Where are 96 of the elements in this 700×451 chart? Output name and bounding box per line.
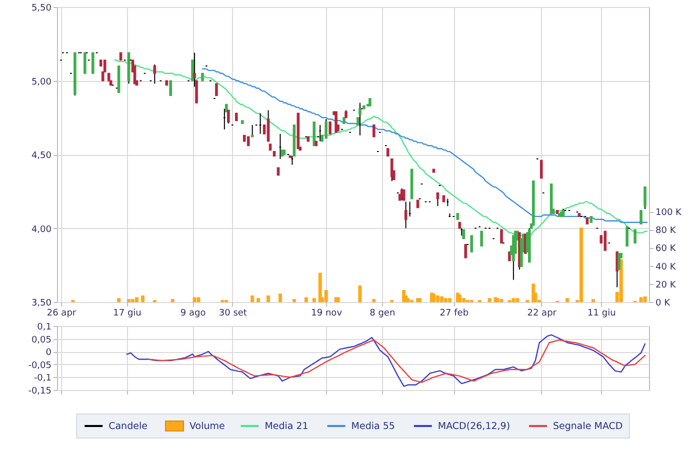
x-tick-label: 27 feb (440, 308, 469, 318)
y2-tick-label: 20 K (656, 280, 677, 290)
legend-label: Media 55 (351, 421, 395, 432)
x-tick-label: 30 set (218, 308, 248, 318)
candlestick (324, 118, 328, 139)
y-tick-label: -0,15 (28, 386, 52, 396)
bar (500, 299, 504, 302)
candlestick (644, 186, 646, 210)
candlestick (626, 226, 628, 246)
bar (462, 298, 466, 302)
bar (512, 298, 516, 302)
bar (170, 299, 174, 302)
y-tick-label: -0,1 (34, 374, 52, 384)
y-tick-label: -0,05 (28, 360, 52, 371)
y-tick-label: 3,50 (31, 298, 52, 308)
bar (318, 272, 322, 302)
candlestick (372, 124, 376, 138)
candlestick (470, 235, 473, 252)
y2-tick-label: 60 K (656, 244, 677, 254)
x-tick-label: 8 gen (370, 308, 396, 318)
candlestick (195, 80, 198, 104)
bar (448, 298, 452, 302)
bar (117, 298, 121, 302)
candlestick (402, 189, 406, 201)
bar (250, 295, 254, 302)
bar (134, 297, 138, 302)
candlestick (480, 230, 483, 246)
bar (436, 295, 440, 302)
candlestick (215, 83, 218, 96)
x-tick-label: 19 nov (311, 308, 343, 318)
candlestick (640, 210, 642, 224)
candlestick (227, 110, 230, 124)
bar (566, 298, 570, 302)
x-tick-label: 22 apr (527, 308, 557, 318)
line-series (126, 334, 646, 387)
bar (130, 299, 134, 302)
legend-label: Volume (190, 421, 225, 432)
bar (579, 228, 583, 302)
bar (372, 299, 376, 302)
candlestick (250, 124, 254, 138)
x-tick-label: 17 giu (113, 308, 142, 318)
candlestick (328, 122, 332, 134)
legend-label: Candele (108, 421, 148, 432)
y2-tick-label: 100 K (656, 208, 683, 218)
y-tick-label: 0,05 (31, 335, 52, 346)
candlestick (524, 234, 527, 254)
y2-tick-label: 40 K (656, 262, 677, 272)
bar (312, 298, 316, 302)
candlestick (618, 252, 620, 270)
bar (127, 299, 131, 302)
bar (304, 297, 308, 302)
y2-tick-label: 0 K (656, 298, 672, 308)
legend-label: Media 21 (264, 421, 308, 432)
bar (643, 296, 647, 302)
bar (516, 298, 520, 302)
candlestick (191, 60, 194, 82)
candlestick (634, 229, 636, 244)
candlestick (91, 52, 94, 74)
bar (292, 299, 296, 302)
bar (256, 298, 260, 302)
bar (488, 298, 492, 302)
x-tick-label: 26 apr (46, 308, 76, 318)
bar (619, 259, 623, 302)
line-series (148, 339, 646, 383)
y-tick-label: 4,50 (31, 151, 52, 161)
candlestick (404, 201, 408, 229)
y-tick-label: 4,00 (31, 224, 52, 235)
candlestick (169, 80, 172, 96)
y-tick-label: 0,1 (37, 322, 52, 332)
bar (444, 298, 448, 302)
bar (196, 297, 200, 302)
candlestick (604, 230, 607, 251)
x-tick-label: 11 giu (588, 308, 616, 318)
legend-label: MACD(26,12,9) (438, 421, 510, 432)
y-tick-label: 5,50 (31, 4, 52, 14)
bar (406, 298, 410, 302)
line-series (114, 60, 648, 236)
bar (440, 296, 444, 302)
y-tick-label: 5,00 (31, 77, 52, 88)
bar (140, 295, 144, 302)
candlestick (436, 192, 440, 207)
bar (639, 297, 643, 302)
bar (324, 290, 328, 302)
legend-label: Segnale MACD (553, 421, 623, 432)
bar (591, 299, 595, 302)
y2-tick-label: 80 K (656, 226, 677, 236)
x-tick-label: 9 ago (180, 308, 206, 318)
bar (192, 297, 196, 302)
bar (358, 285, 362, 302)
bar (266, 295, 270, 302)
candlestick (266, 110, 270, 142)
candlestick (153, 64, 156, 84)
bar (278, 294, 282, 302)
y-tick-label: 0 (46, 348, 52, 358)
candlestick (540, 160, 543, 179)
line-series (202, 68, 648, 223)
